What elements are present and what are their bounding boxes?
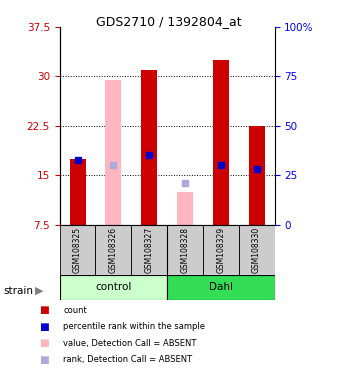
Text: ■: ■: [40, 322, 49, 332]
Text: strain: strain: [3, 286, 33, 296]
Bar: [141, 70, 157, 225]
Text: GSM108326: GSM108326: [109, 227, 118, 273]
Text: ▶: ▶: [35, 286, 43, 296]
Bar: [167, 225, 203, 275]
Text: GSM108329: GSM108329: [216, 227, 225, 273]
Bar: [95, 225, 131, 275]
Text: control: control: [95, 282, 132, 292]
Bar: [167, 275, 275, 300]
Text: rank, Detection Call = ABSENT: rank, Detection Call = ABSENT: [63, 355, 192, 364]
Text: GSM108325: GSM108325: [73, 227, 82, 273]
Bar: [249, 126, 265, 225]
Text: count: count: [63, 306, 87, 315]
Text: ■: ■: [40, 305, 49, 315]
Bar: [105, 79, 121, 225]
Bar: [60, 275, 167, 300]
Bar: [213, 60, 229, 225]
Text: percentile rank within the sample: percentile rank within the sample: [63, 322, 205, 331]
Bar: [203, 225, 239, 275]
Text: GSM108327: GSM108327: [145, 227, 154, 273]
Bar: [70, 159, 86, 225]
Bar: [177, 192, 193, 225]
Text: GSM108330: GSM108330: [252, 227, 261, 273]
Text: GDS2710 / 1392804_at: GDS2710 / 1392804_at: [96, 15, 242, 28]
Text: ■: ■: [40, 355, 49, 365]
Text: value, Detection Call = ABSENT: value, Detection Call = ABSENT: [63, 339, 196, 348]
Bar: [60, 225, 95, 275]
Bar: [239, 225, 275, 275]
Text: Dahl: Dahl: [209, 282, 233, 292]
Text: ■: ■: [40, 338, 49, 348]
Bar: [131, 225, 167, 275]
Text: GSM108328: GSM108328: [180, 227, 190, 273]
